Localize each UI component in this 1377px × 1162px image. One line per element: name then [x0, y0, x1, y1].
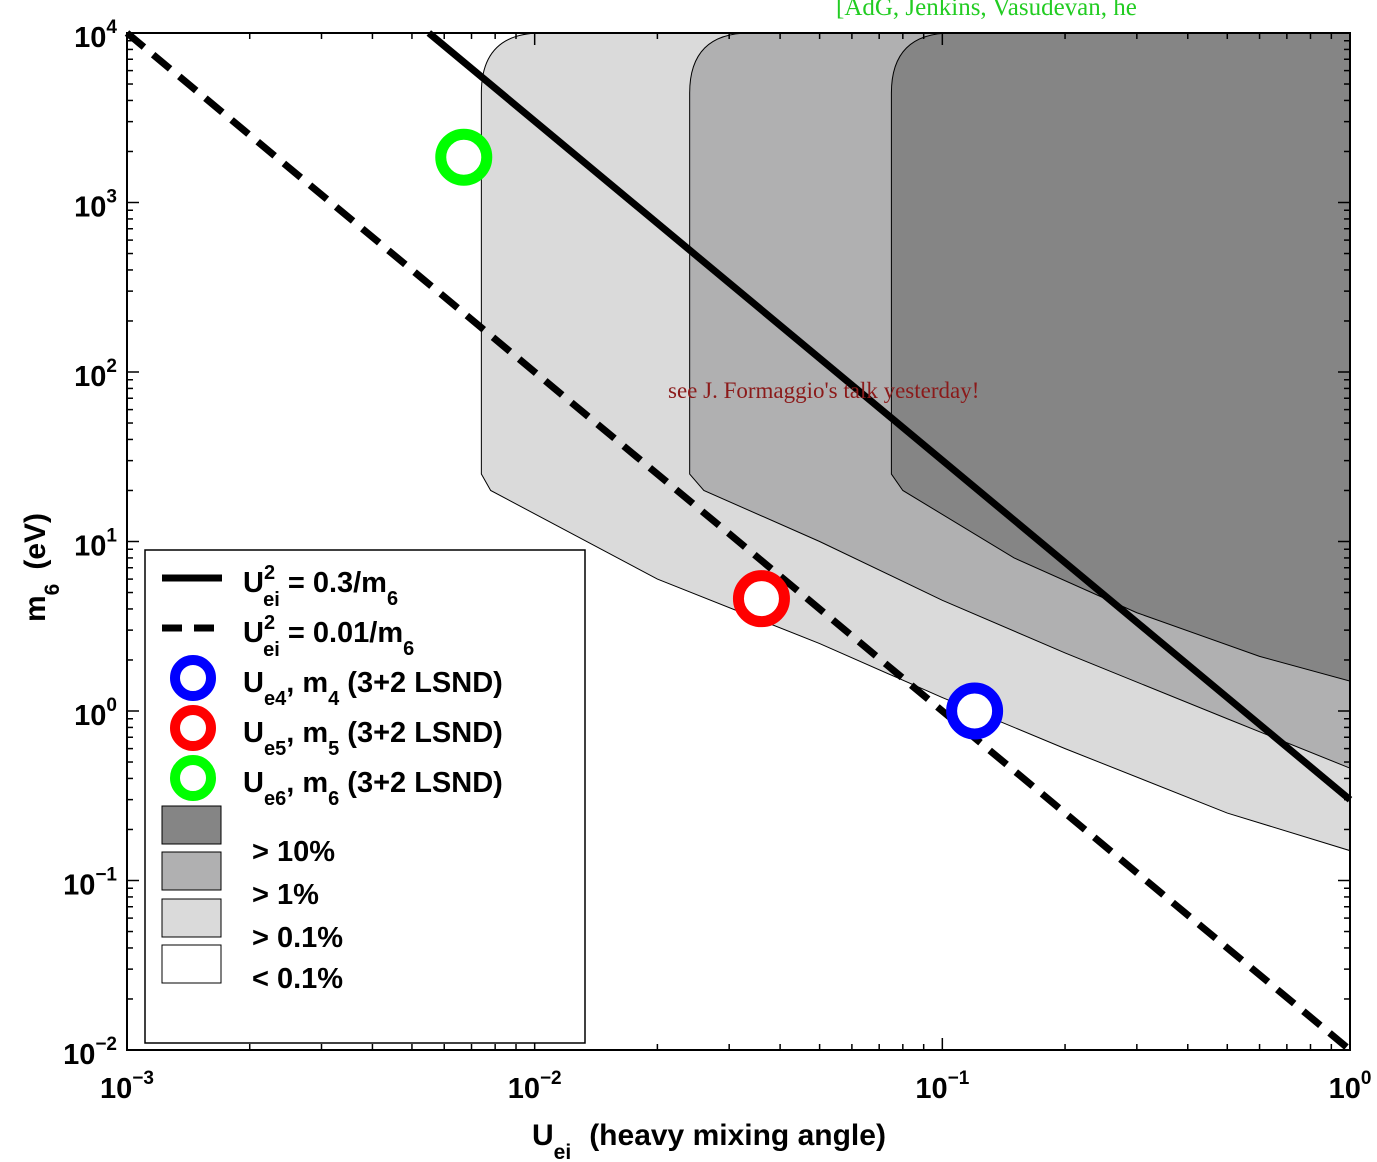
y-tick-label: 102	[74, 356, 117, 393]
legend-region-label: < 0.1%	[252, 963, 343, 995]
line-solid	[426, 30, 1353, 803]
y-tick-label: 101	[74, 526, 117, 563]
axis-ticks	[126, 32, 1351, 1051]
point-ue6	[435, 128, 493, 186]
region-r10	[890, 32, 1351, 682]
y-axis-label-sub: 6	[41, 584, 64, 596]
x-tick-label: 10−3	[100, 1068, 154, 1105]
legend-label: Ue4, m4 (3+2 LSND)	[243, 667, 503, 710]
x-tick-label: 10−1	[915, 1068, 969, 1105]
y-tick-label: 10−1	[63, 865, 117, 902]
y-tick-label: 104	[74, 17, 117, 54]
y-tick-label: 103	[74, 187, 117, 224]
y-axis-label-main: m	[19, 595, 52, 622]
x-axis-label: Uei (heavy mixing angle)	[532, 1119, 886, 1162]
legend-marker-ue6	[170, 755, 216, 801]
x-axis-label-rest: (heavy mixing angle)	[589, 1119, 886, 1152]
legend-region-label: > 1%	[252, 879, 319, 911]
legend-marker-ue5	[170, 705, 216, 751]
legend-swatch	[161, 944, 222, 984]
x-tick-label: 10−2	[508, 1068, 562, 1105]
series-lines	[124, 30, 1353, 1053]
x-axis-label-main: U	[532, 1119, 554, 1152]
legend-label: U2 ei = 0.01/m6	[243, 612, 414, 661]
legend-label: Ue6, m6 (3+2 LSND)	[243, 767, 503, 810]
point-ue4	[946, 682, 1004, 740]
y-tick-label: 10−2	[63, 1034, 117, 1071]
y-axis-label: m6 (eV)	[19, 513, 64, 622]
citation-text: [AdG, Jenkins, Vasudevan, he	[836, 0, 1137, 21]
x-tick-label: 100	[1329, 1068, 1372, 1105]
legend-marker-ue4	[170, 655, 216, 701]
legend-region-label: > 0.1%	[252, 922, 343, 954]
legend-swatch	[161, 851, 222, 891]
legend-region-label: > 10%	[252, 836, 335, 868]
legend-label: U2 ei = 0.3/m6	[243, 562, 398, 611]
y-tick-label: 100	[74, 695, 117, 732]
annotation-text: see J. Formaggio's talk yesterday!	[668, 378, 979, 403]
y-axis-label-rest: (eV)	[19, 513, 52, 570]
legend-swatch	[161, 898, 222, 938]
point-ue5	[732, 570, 790, 628]
x-axis-label-sub: ei	[554, 1141, 572, 1162]
legend-swatch	[161, 805, 222, 845]
line-dashed	[124, 30, 1353, 1053]
benchmark-points	[435, 128, 1004, 740]
legend-label: Ue5, m5 (3+2 LSND)	[243, 717, 503, 760]
